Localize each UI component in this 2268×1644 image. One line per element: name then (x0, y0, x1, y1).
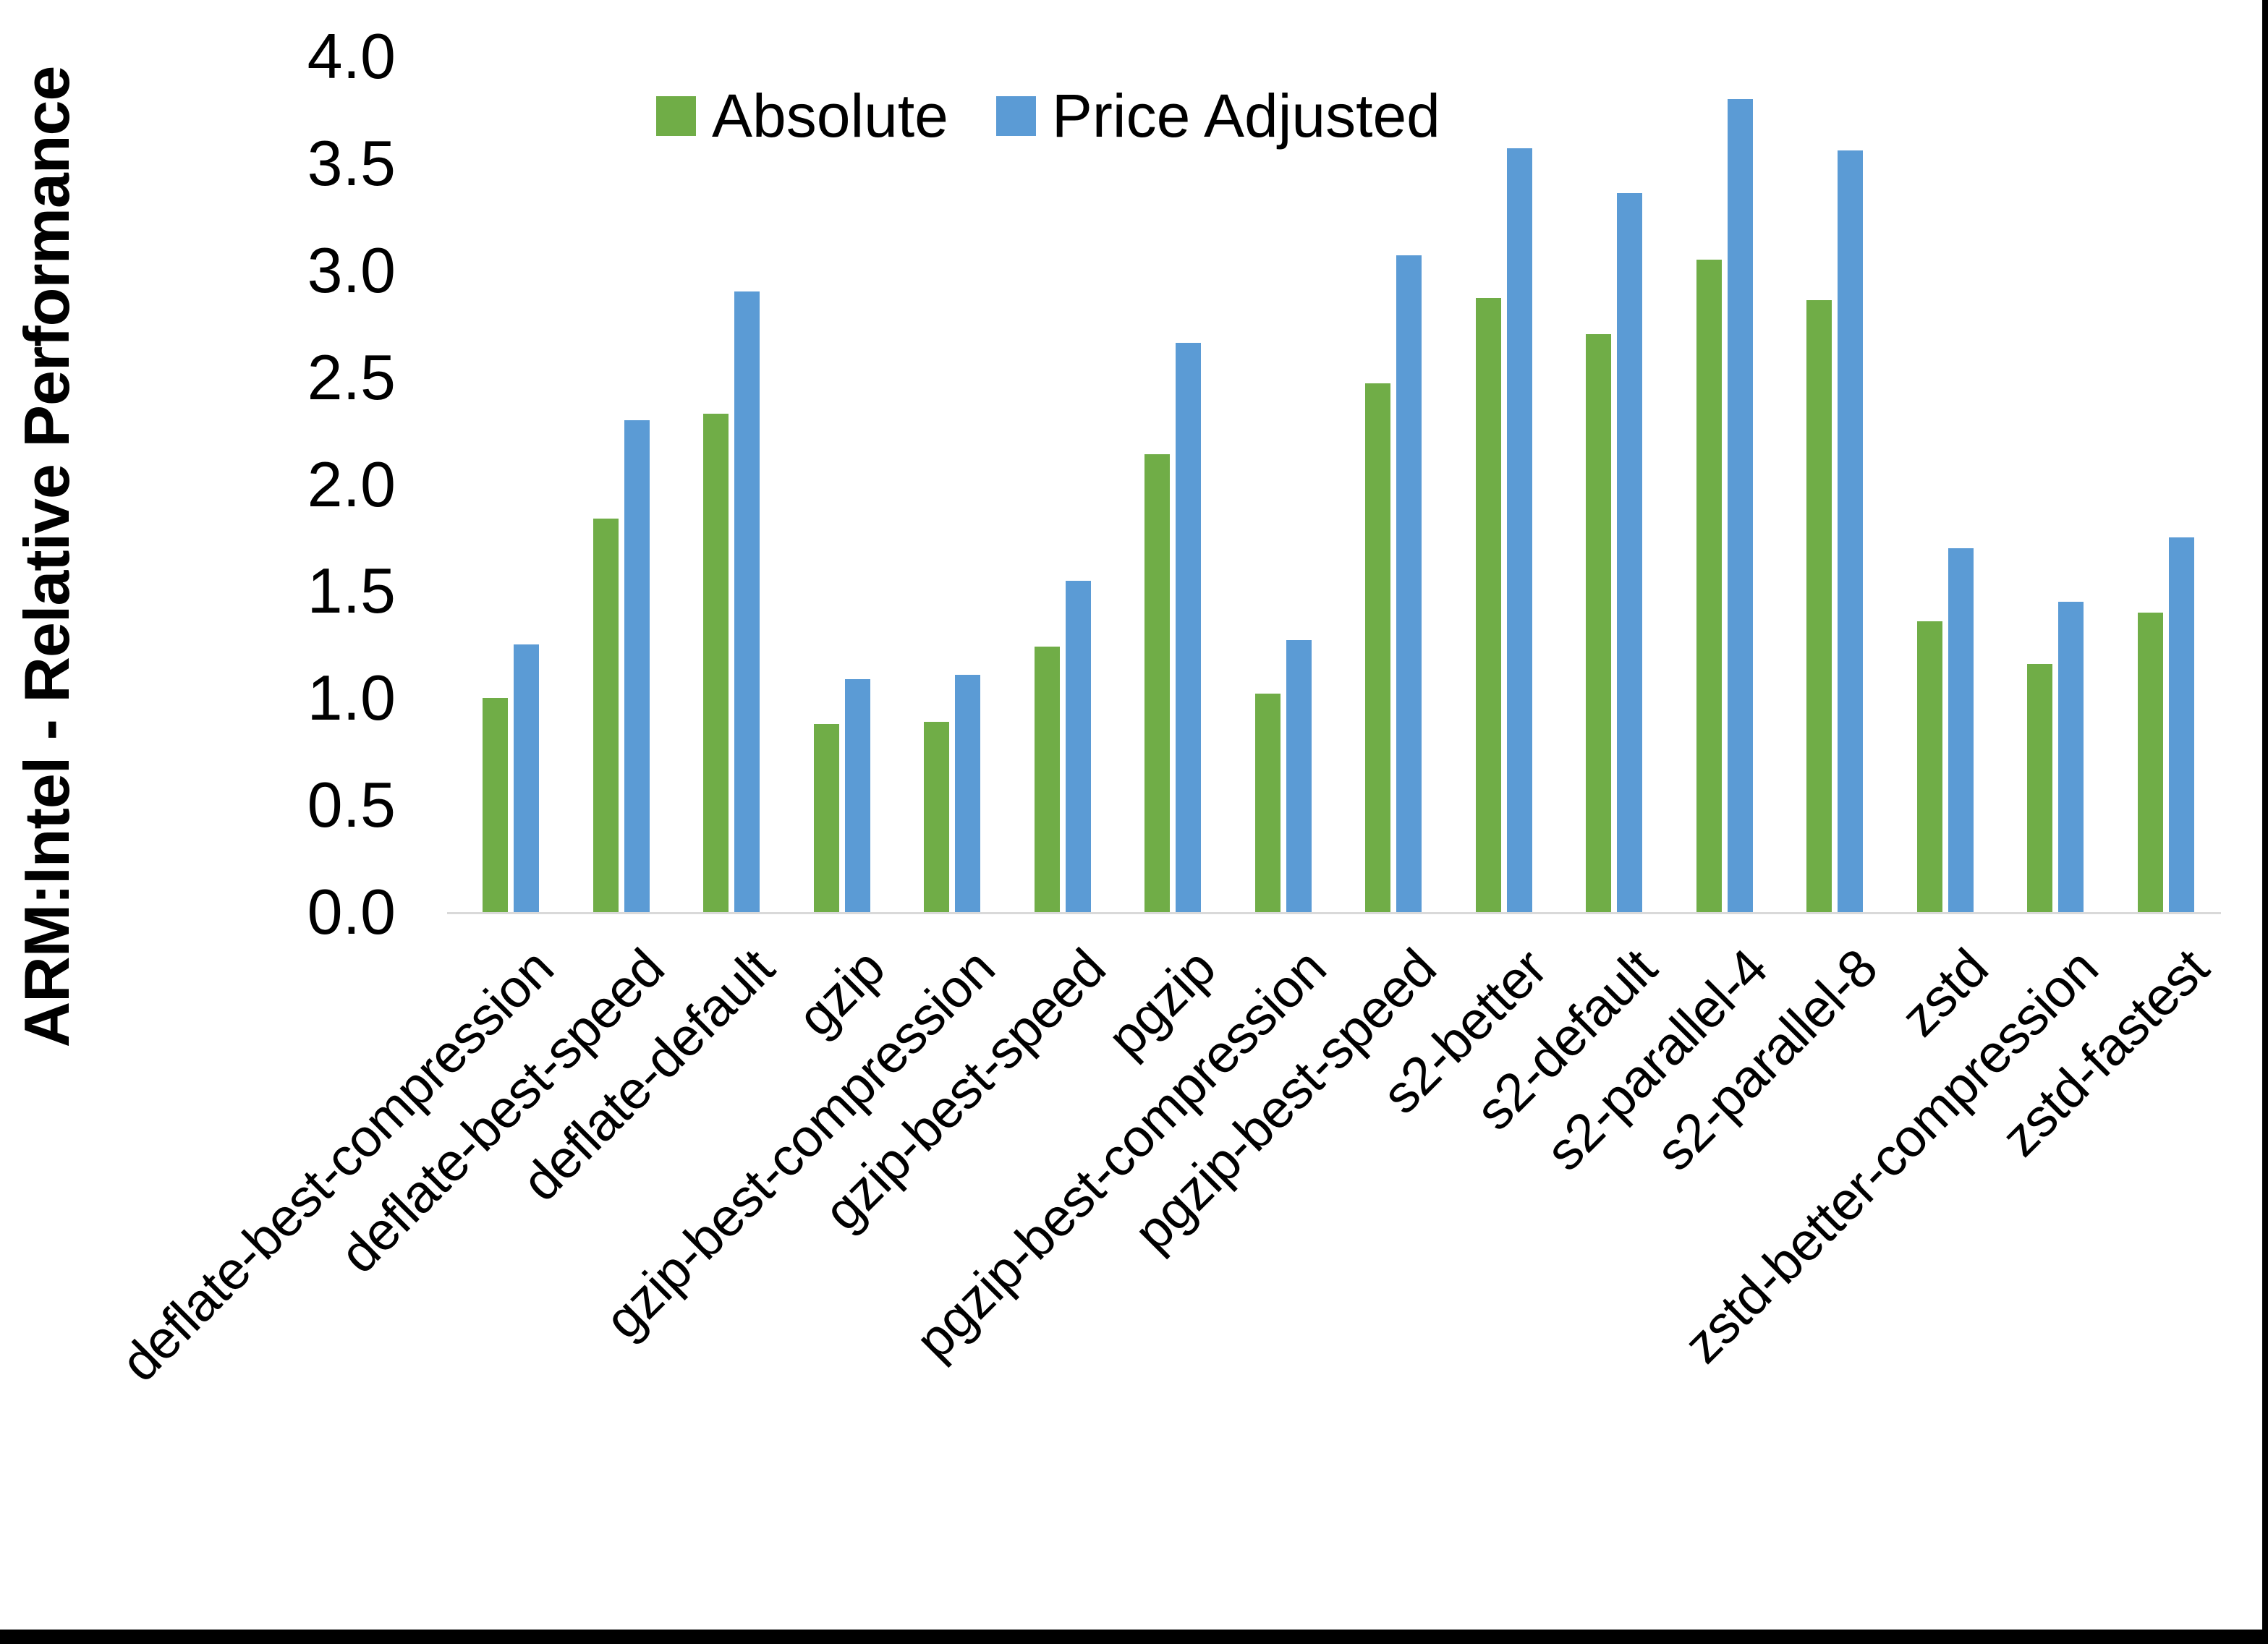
bar-price-adjusted-s2-parallel-8 (1838, 150, 1863, 912)
bar-price-adjusted-pgzip-best-compression (1286, 640, 1312, 912)
y-tick-3.5: 3.5 (307, 127, 396, 199)
bar-price-adjusted-deflate-best-speed (624, 420, 650, 912)
legend-label-price-adjusted: Price Adjusted (1051, 82, 1440, 150)
bar-price-adjusted-deflate-best-compression (514, 644, 539, 912)
legend-item-price-adjusted: Price Adjusted (995, 82, 1440, 150)
bar-absolute-zstd-better-compression (2027, 664, 2052, 912)
bar-price-adjusted-zstd-better-compression (2058, 602, 2084, 912)
bar-absolute-s2-parallel-8 (1806, 300, 1832, 912)
y-tick-2.0: 2.0 (307, 448, 396, 520)
bar-absolute-s2-default (1586, 334, 1611, 912)
bar-absolute-deflate-best-speed (593, 519, 619, 912)
bar-price-adjusted-gzip (844, 679, 870, 912)
y-tick-3.0: 3.0 (307, 234, 396, 306)
y-tick-1.5: 1.5 (307, 555, 396, 627)
bar-absolute-gzip-best-compression (924, 722, 949, 912)
bar-absolute-pgzip-best-speed (1365, 383, 1390, 912)
absolute-series-swatch (656, 95, 696, 136)
bar-price-adjusted-pgzip (1176, 343, 1201, 912)
bar-price-adjusted-gzip-best-speed (1065, 581, 1091, 912)
y-tick-1.0: 1.0 (307, 662, 396, 734)
bar-price-adjusted-s2-better (1506, 148, 1532, 912)
bar-price-adjusted-deflate-default (734, 291, 760, 912)
legend: Absolute Price Adjusted (656, 77, 1440, 155)
bar-absolute-gzip-best-speed (1034, 647, 1060, 912)
bar-absolute-s2-parallel-4 (1696, 260, 1722, 912)
bar-price-adjusted-s2-parallel-4 (1727, 99, 1753, 912)
y-tick-4.0: 4.0 (307, 20, 396, 92)
bar-price-adjusted-zstd (1948, 548, 1974, 912)
price-adjusted-series-swatch (995, 95, 1036, 136)
bar-price-adjusted-pgzip-best-speed (1396, 255, 1422, 912)
y-tick-2.5: 2.5 (307, 341, 396, 413)
bar-absolute-pgzip-best-compression (1254, 694, 1280, 912)
frame-bottom-edge (0, 1630, 2268, 1644)
bar-absolute-deflate-default (703, 414, 729, 912)
bar-absolute-gzip (813, 724, 839, 912)
bar-price-adjusted-zstd-fastest (2168, 537, 2194, 912)
frame-right-edge (2262, 0, 2268, 1644)
bar-price-adjusted-gzip-best-compression (955, 675, 980, 912)
y-tick-0.5: 0.5 (307, 769, 396, 841)
bar-absolute-pgzip (1144, 454, 1170, 912)
bar-price-adjusted-s2-default (1617, 193, 1642, 912)
x-axis-baseline (447, 912, 2221, 914)
bar-absolute-s2-better (1475, 298, 1501, 912)
bar-absolute-deflate-best-compression (483, 698, 508, 912)
bar-absolute-zstd-fastest (2137, 613, 2163, 912)
legend-item-absolute: Absolute (656, 85, 948, 146)
bar-absolute-zstd (1916, 621, 1942, 912)
y-tick-0.0: 0.0 (307, 876, 396, 947)
legend-label-absolute: Absolute (712, 82, 948, 150)
